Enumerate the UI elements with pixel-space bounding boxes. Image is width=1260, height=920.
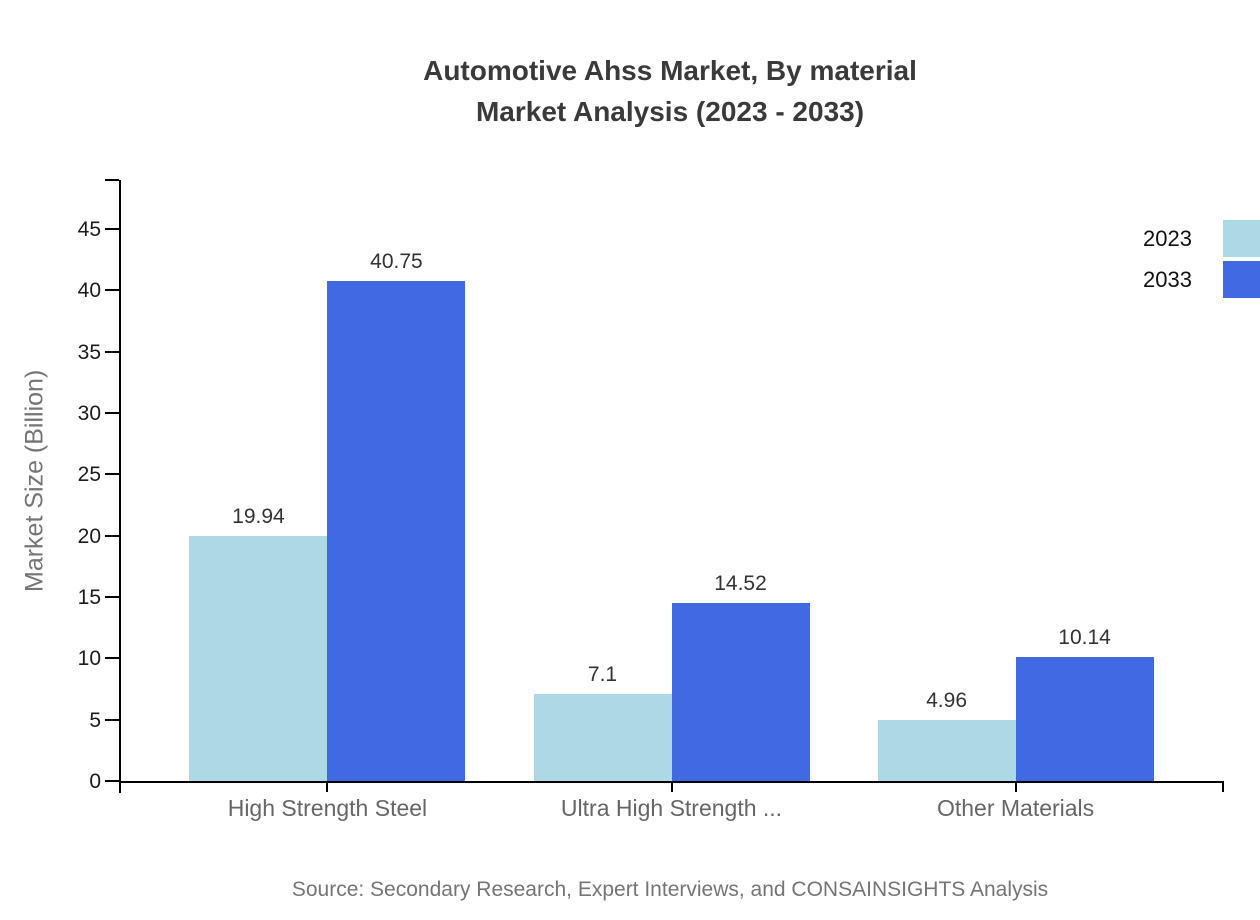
y-tick-label: 35 — [77, 340, 101, 364]
x-category-label: Other Materials — [936, 795, 1095, 821]
y-tick-label: 25 — [77, 463, 101, 487]
y-tick-mark — [105, 228, 119, 231]
x-tick-mark — [1014, 781, 1017, 792]
x-tick-mark — [670, 781, 673, 792]
chart-title: Automotive Ahss Market, By material Mark… — [118, 50, 1222, 132]
y-tick-mark — [105, 350, 119, 353]
source-text: Source: Secondary Research, Expert Inter… — [291, 878, 1049, 901]
x-axis-right-end-tick — [1222, 781, 1224, 792]
y-tick-mark — [105, 596, 119, 599]
x-category-label: High Strength Steel — [227, 795, 428, 821]
bar-2033-other-materials — [1015, 656, 1154, 781]
y-axis-line — [119, 180, 121, 793]
chart-title-line2: Market Analysis (2023 - 2033) — [475, 96, 865, 127]
x-axis-left-end-tick — [119, 781, 121, 792]
y-tick-label: 20 — [77, 524, 101, 548]
bar-value-label: 19.94 — [232, 505, 285, 529]
x-category-label: Ultra High Strength ... — [560, 795, 783, 821]
y-tick-mark — [105, 780, 119, 782]
y-tick-label: 0 — [89, 770, 101, 793]
chart-title-line1: Automotive Ahss Market, By material — [423, 55, 917, 86]
y-tick-label: 15 — [77, 586, 101, 610]
bar-2023-ultra-high-strength — [533, 693, 672, 781]
bar-2033-ultra-high-strength — [671, 602, 810, 781]
bar-2033-high-strength-steel — [327, 281, 466, 781]
y-tick-mark — [105, 289, 119, 292]
y-tick-label: 40 — [77, 279, 101, 303]
bar-value-label: 14.52 — [714, 571, 767, 595]
y-tick-label: 30 — [77, 402, 101, 426]
y-tick-label: 45 — [77, 218, 101, 242]
bar-value-label: 7.1 — [587, 662, 618, 686]
y-tick-mark — [105, 412, 119, 415]
y-tick-label: 5 — [89, 708, 101, 732]
y-tick-label: 10 — [77, 647, 101, 671]
bar-2023-other-materials — [877, 720, 1016, 781]
y-tick-mark — [105, 473, 119, 476]
bar-2023-high-strength-steel — [189, 536, 328, 781]
y-tick-mark — [105, 534, 119, 537]
bar-value-label: 40.75 — [370, 250, 423, 274]
y-tick-mark — [105, 718, 119, 721]
y-tick-mark — [105, 657, 119, 660]
bar-value-label: 10.14 — [1058, 625, 1111, 649]
x-tick-mark — [326, 781, 329, 792]
bar-value-label: 4.96 — [926, 689, 967, 713]
y-axis-end-tick — [105, 179, 119, 181]
